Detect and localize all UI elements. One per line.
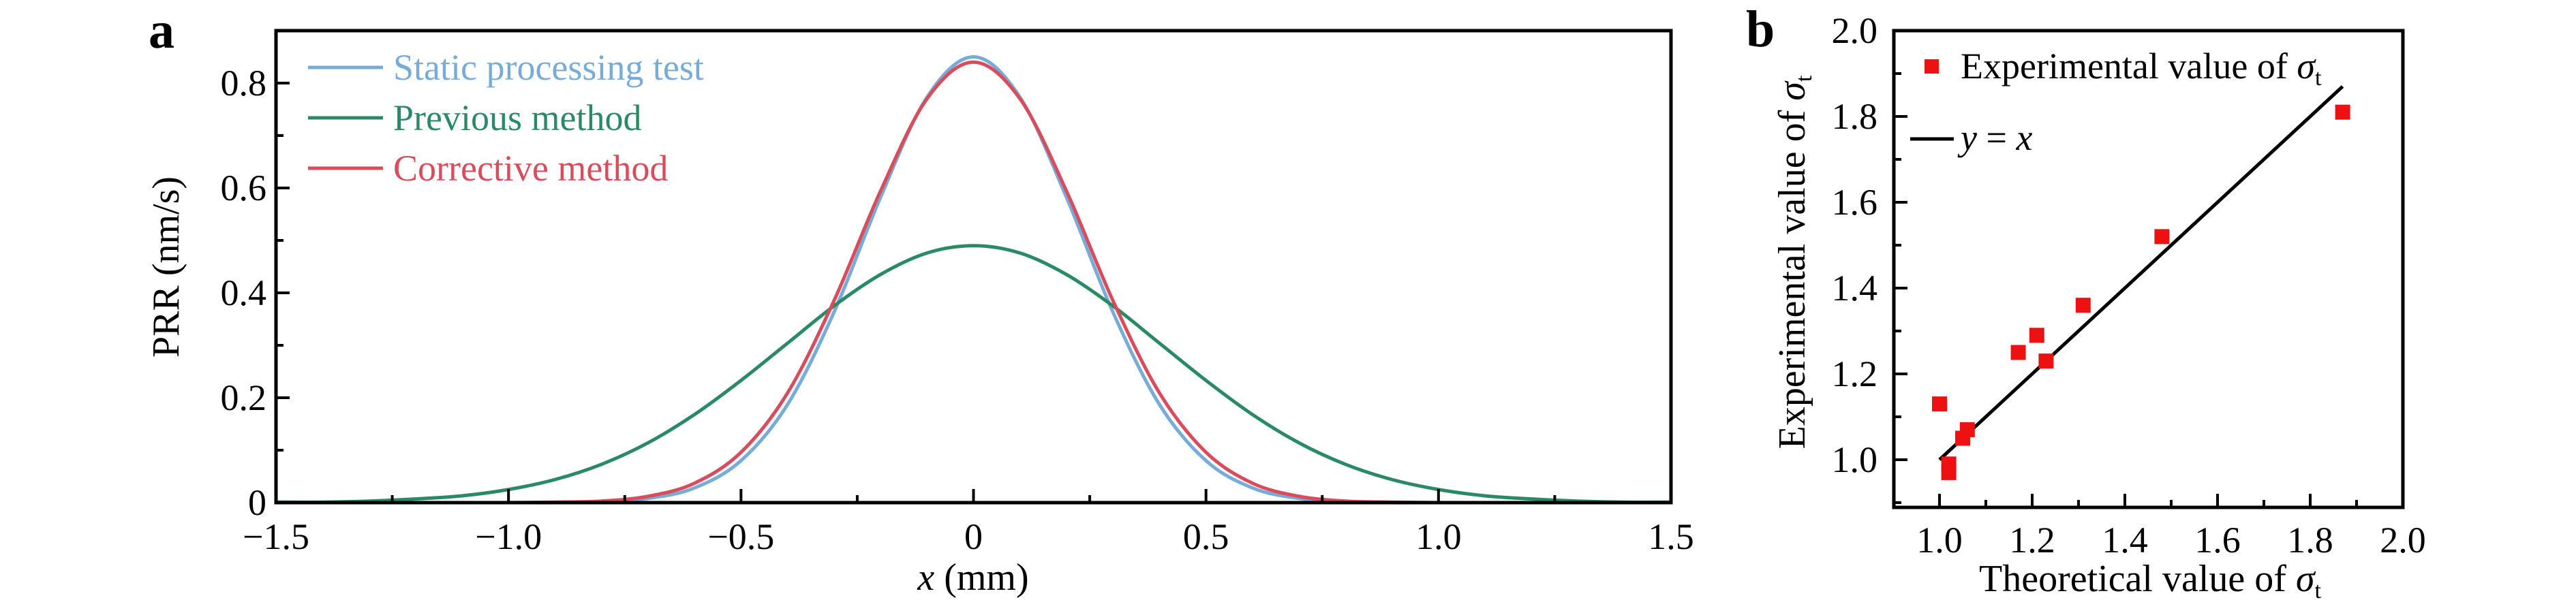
b-legend-sigma: σ (2297, 46, 2316, 86)
data-point (2335, 104, 2350, 120)
b-legend-y: y (1957, 117, 1977, 158)
panel-label-b: b (1746, 1, 1775, 58)
x-tick-label: 1.4 (2102, 520, 2148, 561)
y-tick-label: 1.4 (1832, 268, 1878, 309)
b-legend-line-label: y = x (1957, 117, 2032, 158)
y-tick-label: 1.8 (1832, 96, 1878, 137)
b-y-axis-text: Experimental value of (1771, 101, 1813, 450)
y-tick-label: 0 (248, 482, 266, 523)
y-tick-label: 2.0 (1832, 10, 1878, 51)
x-tick-label: −1.5 (243, 516, 309, 557)
b-marks (1932, 85, 2350, 480)
data-point (2154, 229, 2170, 245)
panel-a-line-chart: a −1.5 −1.0 −0.5 0 0.5 1.0 1.5 0 0.2 0.4 0.6 0.8 St… (145, 2, 1694, 599)
data-point (2029, 328, 2044, 343)
y-tick-label: 0.6 (221, 168, 267, 208)
x-tick-label: 2.0 (2380, 520, 2426, 561)
legend-label: Corrective method (393, 148, 668, 189)
x-tick-label: 1.0 (1415, 516, 1462, 557)
y-tick-label: 0.8 (221, 63, 267, 104)
a-x-axis-var: x (917, 556, 934, 599)
b-plot-frame (1892, 29, 2405, 509)
x-tick-label: 1.8 (2287, 520, 2333, 561)
b-legend-sigma-sub: t (2315, 65, 2322, 91)
b-x-axis-text: Theoretical value of (1979, 558, 2296, 600)
data-point (1932, 396, 1947, 412)
panel-label-a: a (149, 2, 174, 59)
x-tick-label: 1.2 (2009, 520, 2055, 561)
b-x-axis-title: Theoretical value of σt (1979, 558, 2322, 603)
data-point (1941, 464, 1957, 480)
b-legend-eq: = (1977, 117, 2016, 158)
a-x-axis-unit: (mm) (934, 556, 1028, 599)
reference-line-y-equals-x (1938, 85, 2344, 461)
x-tick-label: 0.5 (1183, 516, 1229, 557)
b-y-axis-sigma: σ (1771, 80, 1813, 101)
b-legend: Experimental value of σt y = x (1910, 46, 2322, 158)
b-x-axis-sigma: σ (2296, 558, 2316, 600)
b-ticks: 1.0 1.2 1.4 1.6 1.8 2.0 1.0 1.2 1.4 1.6 1.8 2.0 (1832, 10, 2426, 561)
a-legend: Static processing test Previous method Cor… (308, 47, 704, 189)
x-tick-label: 1.5 (1648, 516, 1694, 557)
data-point (2075, 298, 2091, 313)
data-point (2038, 353, 2054, 369)
b-legend-x: x (2015, 117, 2032, 158)
data-point (1959, 422, 1975, 437)
b-legend-points-text: Experimental value of (1961, 46, 2297, 86)
b-y-axis-sigma-sub: t (1792, 75, 1817, 82)
x-tick-label: −0.5 (707, 516, 774, 557)
b-legend-square-marker (1925, 59, 1939, 74)
legend-label: Previous method (393, 97, 641, 138)
b-legend-points-label: Experimental value of σt (1961, 46, 2322, 91)
y-tick-label: 1.0 (1832, 439, 1878, 480)
x-tick-label: 1.6 (2194, 520, 2241, 561)
a-ticks: −1.5 −1.0 −0.5 0 0.5 1.0 1.5 0 0.2 0.4 0.6 0.8 (221, 29, 1694, 557)
b-x-axis-sigma-sub: t (2315, 578, 2322, 603)
panel-b-scatter-chart: b 1.0 1.2 1.4 1.6 1.8 2.0 1.0 1.2 1.4 1.6 1.8 2.0 E… (1746, 1, 2426, 603)
y-tick-label: 1.6 (1832, 182, 1878, 223)
a-x-axis-title: x (mm) (917, 556, 1028, 599)
y-tick-label: 0.2 (221, 377, 267, 418)
data-point (2010, 345, 2026, 360)
a-y-axis-title: PRR (nm/s) (145, 176, 187, 358)
legend-label: Static processing test (393, 47, 704, 88)
x-tick-label: 0 (964, 516, 983, 557)
y-tick-label: 0.4 (221, 272, 267, 313)
x-tick-label: 1.0 (1916, 520, 1963, 561)
series-line-previous-method (275, 244, 1672, 504)
y-tick-label: 1.2 (1832, 353, 1878, 394)
x-tick-label: −1.0 (475, 516, 542, 557)
b-y-axis-title: Experimental value of σt (1771, 75, 1817, 449)
